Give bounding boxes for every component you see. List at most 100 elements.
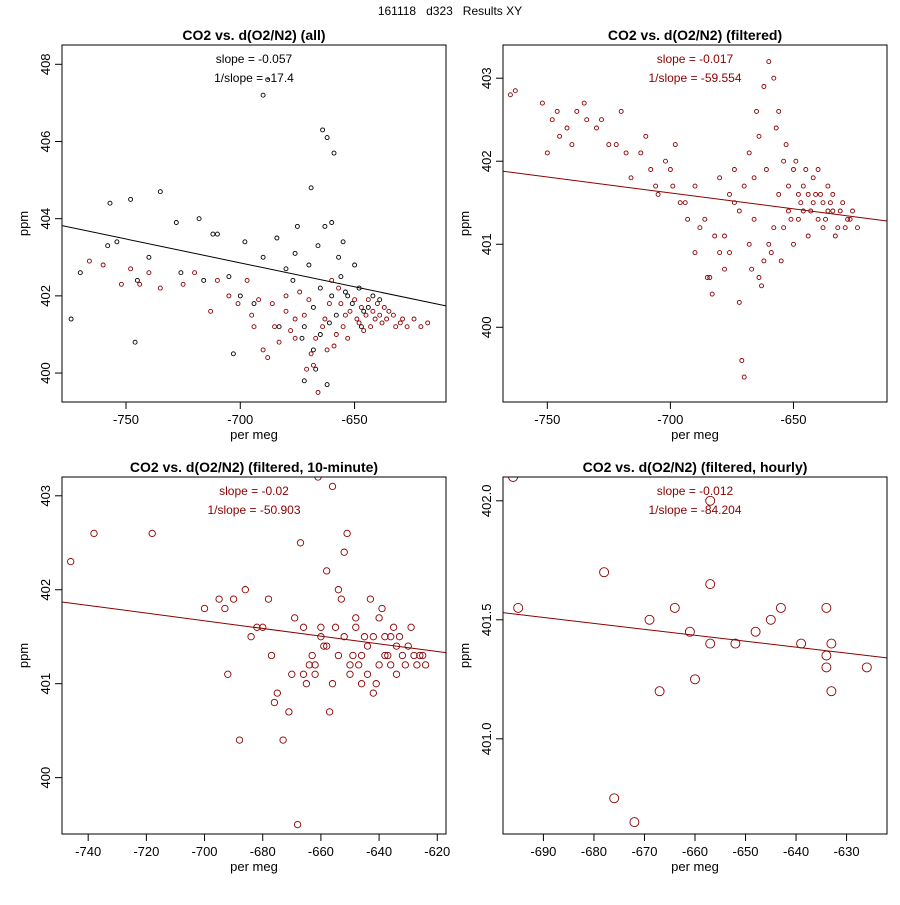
data-point bbox=[419, 651, 427, 660]
data-point bbox=[357, 680, 366, 688]
data-point bbox=[569, 142, 575, 148]
data-point bbox=[302, 680, 311, 688]
x-tick-label: -690 bbox=[530, 844, 556, 859]
data-point bbox=[333, 312, 339, 318]
data-point bbox=[290, 277, 296, 283]
data-point bbox=[361, 328, 367, 334]
data-point bbox=[736, 299, 742, 305]
data-point bbox=[387, 661, 395, 669]
data-point bbox=[379, 320, 385, 326]
plot-area bbox=[503, 59, 887, 380]
data-point bbox=[352, 623, 360, 631]
data-point bbox=[655, 191, 661, 197]
data-point bbox=[323, 642, 331, 650]
data-point bbox=[310, 362, 316, 368]
data-point bbox=[356, 320, 362, 326]
data-point bbox=[342, 312, 348, 318]
data-point bbox=[404, 324, 410, 330]
data-point bbox=[773, 125, 779, 131]
data-point bbox=[230, 351, 236, 357]
data-point bbox=[352, 614, 360, 622]
data-point bbox=[276, 324, 282, 330]
data-point bbox=[599, 567, 610, 578]
data-point bbox=[672, 142, 678, 148]
slope-label: slope = -0.02 bbox=[219, 484, 289, 498]
data-point bbox=[618, 108, 624, 114]
data-point bbox=[269, 301, 275, 307]
data-point bbox=[375, 661, 383, 669]
data-point bbox=[370, 308, 376, 314]
data-point bbox=[574, 108, 580, 114]
data-point bbox=[374, 301, 380, 307]
data-point bbox=[513, 602, 524, 613]
data-point bbox=[370, 293, 376, 299]
data-point bbox=[347, 308, 353, 314]
data-point bbox=[781, 225, 787, 231]
data-point bbox=[413, 661, 421, 669]
x-axis-label: per meg bbox=[230, 427, 278, 442]
data-point bbox=[776, 191, 782, 197]
data-point bbox=[90, 529, 98, 538]
data-point bbox=[821, 662, 832, 673]
data-point bbox=[329, 220, 335, 225]
data-point bbox=[544, 150, 550, 156]
inverse-slope-label: 1/slope = -17.4 bbox=[214, 71, 294, 85]
data-point bbox=[343, 529, 351, 538]
data-point bbox=[363, 312, 369, 318]
data-point bbox=[684, 626, 695, 637]
data-point bbox=[727, 250, 732, 256]
data-point bbox=[702, 216, 708, 222]
data-point bbox=[830, 191, 836, 197]
y-tick-label: 401 bbox=[38, 673, 53, 695]
data-point bbox=[554, 108, 560, 114]
x-tick-label: -640 bbox=[366, 844, 392, 859]
data-point bbox=[416, 651, 424, 660]
data-point bbox=[418, 324, 424, 330]
data-point bbox=[832, 233, 838, 239]
data-point bbox=[677, 200, 683, 206]
data-point bbox=[825, 208, 831, 214]
data-point bbox=[310, 347, 316, 353]
data-point bbox=[311, 661, 319, 669]
data-point bbox=[331, 150, 337, 156]
slope-label: slope = -0.057 bbox=[216, 52, 293, 66]
data-point bbox=[670, 183, 676, 189]
data-point bbox=[320, 324, 326, 330]
data-point bbox=[372, 316, 378, 322]
chart-filtered: CO2 vs. d(O2/N2) (filtered) slope = -0.01… bbox=[457, 27, 888, 442]
data-point bbox=[256, 297, 262, 303]
x-tick-label: -630 bbox=[834, 844, 860, 859]
data-point bbox=[549, 117, 555, 123]
data-point bbox=[644, 614, 655, 625]
data-point bbox=[768, 250, 774, 256]
data-point bbox=[815, 216, 821, 222]
data-point bbox=[354, 316, 360, 322]
data-point bbox=[800, 208, 806, 214]
x-tick-label: -740 bbox=[75, 844, 101, 859]
data-point bbox=[304, 366, 310, 372]
data-point bbox=[386, 308, 392, 314]
data-point bbox=[118, 281, 124, 287]
data-point bbox=[315, 389, 321, 395]
data-point bbox=[557, 133, 563, 139]
data-point bbox=[311, 670, 319, 678]
data-point bbox=[384, 651, 392, 660]
data-point bbox=[260, 254, 266, 260]
data-point bbox=[77, 270, 83, 276]
data-point bbox=[717, 250, 723, 256]
data-point bbox=[705, 638, 716, 649]
x-axis-label: per meg bbox=[671, 859, 719, 874]
data-point bbox=[746, 241, 752, 247]
data-point bbox=[855, 225, 860, 231]
data-point bbox=[815, 167, 821, 172]
data-point bbox=[654, 686, 665, 697]
data-point bbox=[267, 651, 276, 660]
data-point bbox=[366, 595, 375, 603]
data-point bbox=[722, 266, 727, 272]
data-point bbox=[599, 117, 604, 123]
data-point bbox=[68, 316, 74, 322]
data-point bbox=[375, 614, 383, 622]
data-point bbox=[288, 328, 294, 334]
data-point bbox=[270, 698, 279, 707]
